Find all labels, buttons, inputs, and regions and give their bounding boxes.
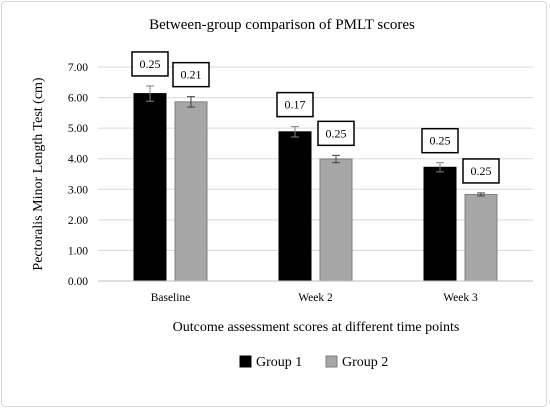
x-tick-labels: Baseline Week 2 Week 3 — [151, 292, 478, 304]
y-tick-label: 4.00 — [68, 154, 88, 166]
data-label-box — [317, 120, 355, 147]
legend-swatch — [239, 355, 252, 368]
y-axis-label: Pectoralis Minor Length Test (cm) — [31, 77, 46, 271]
data-label-box — [421, 127, 459, 154]
x-tick-label: Baseline — [151, 292, 191, 304]
y-tick-label: 5.00 — [68, 123, 88, 135]
y-tick-label: 3.00 — [68, 184, 88, 196]
y-tick-label: 1.00 — [68, 245, 88, 257]
legend-label: Group 1 — [256, 355, 302, 370]
x-tick-label: Week 3 — [443, 292, 478, 304]
y-tick-label: 7.00 — [68, 62, 88, 74]
bars — [133, 93, 498, 282]
data-label-box — [462, 158, 500, 184]
bar — [464, 193, 498, 282]
data-label: 0.25 — [430, 134, 451, 148]
bar — [319, 158, 353, 282]
gridlines — [98, 66, 533, 251]
data-label: 0.21 — [181, 68, 202, 82]
data-label-box — [172, 61, 210, 88]
bar — [174, 101, 208, 282]
chart-title: Between-group comparison of PMLT scores — [149, 17, 415, 33]
legend-swatch — [325, 355, 338, 368]
y-tick-label: 2.00 — [68, 215, 88, 227]
data-label: 0.25 — [326, 126, 347, 140]
data-labels: 0.25 0.21 0.17 0.25 0.25 0.25 — [131, 51, 500, 184]
y-tick-labels: 0.00 1.00 2.00 3.00 4.00 5.00 6.00 7.00 — [68, 62, 88, 288]
error-bars — [146, 85, 485, 197]
data-label: 0.17 — [285, 98, 306, 112]
x-axis-label: Outcome assessment scores at different t… — [173, 320, 460, 335]
y-tick-label: 0.00 — [68, 276, 88, 288]
data-label-box — [276, 91, 314, 118]
legend: Group 1 Group 2 — [239, 355, 388, 370]
data-label: 0.25 — [471, 164, 492, 178]
y-tick-label: 6.00 — [68, 93, 88, 105]
bar — [133, 93, 167, 282]
bar — [278, 131, 312, 282]
data-label: 0.25 — [140, 57, 161, 71]
data-label-box — [131, 51, 169, 77]
bar — [423, 166, 457, 282]
legend-label: Group 2 — [342, 355, 388, 370]
x-tick-label: Week 2 — [298, 292, 333, 304]
